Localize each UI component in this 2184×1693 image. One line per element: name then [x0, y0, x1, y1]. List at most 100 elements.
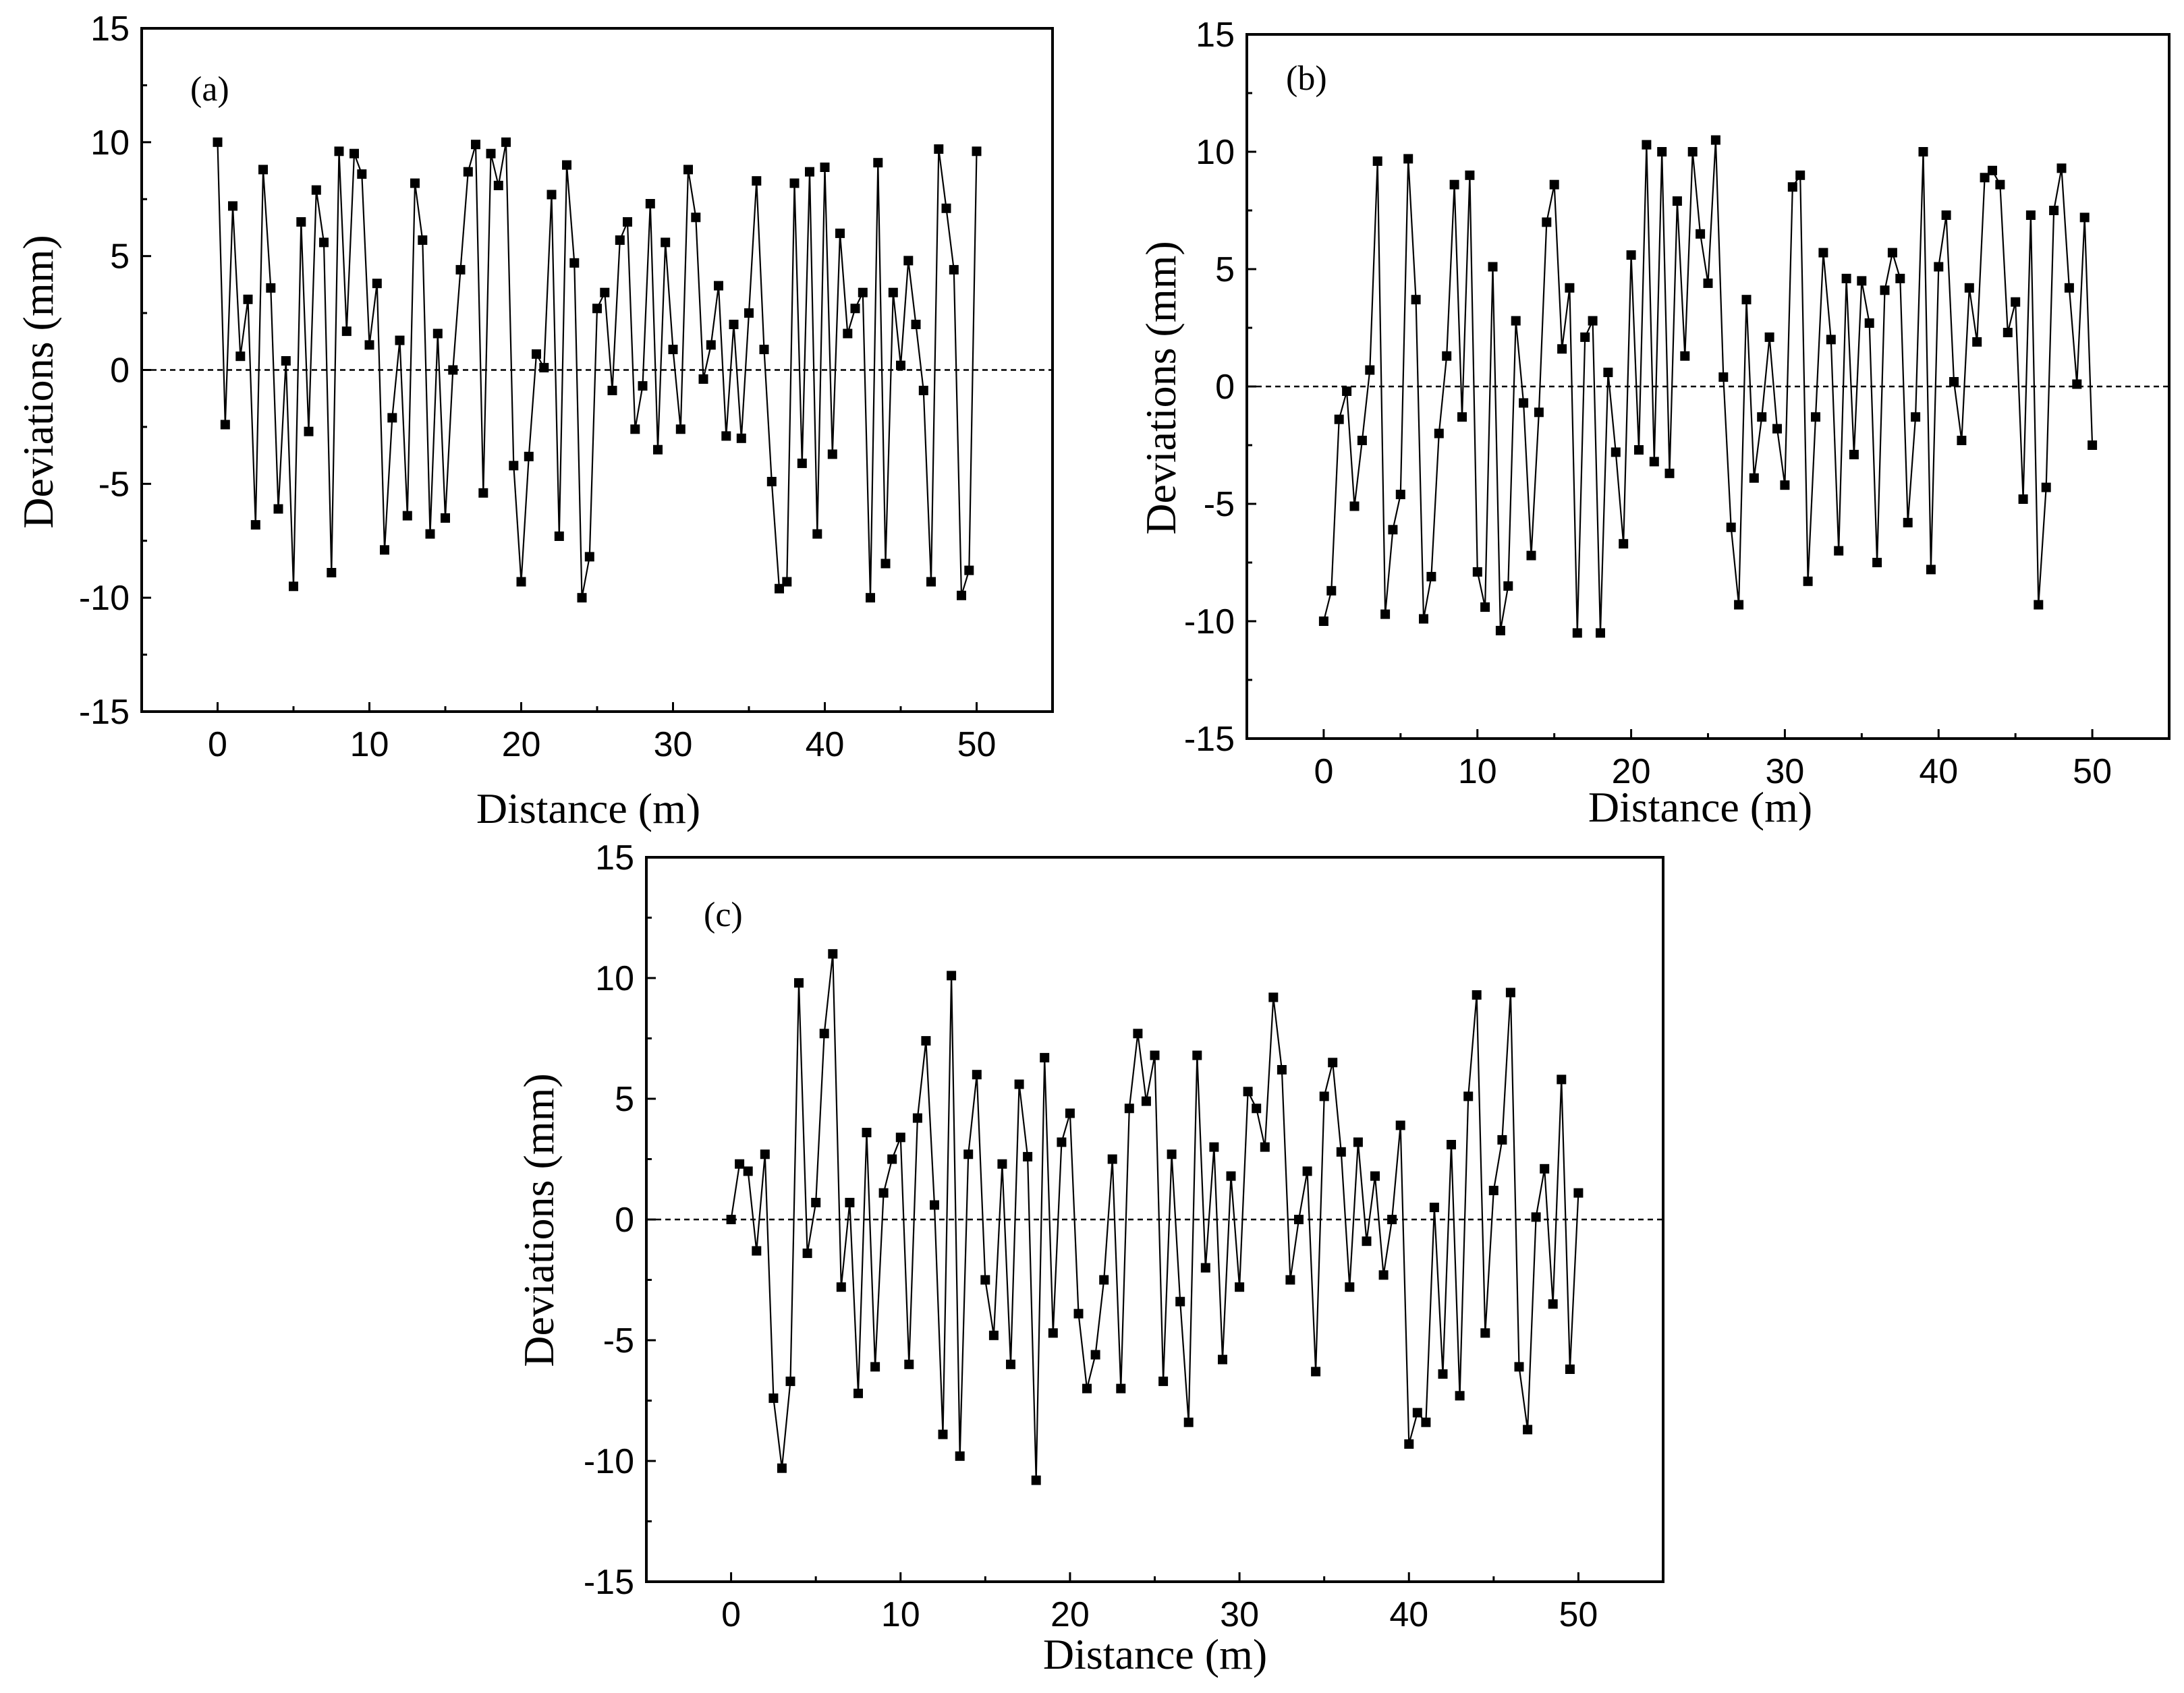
panel-b-ylabel: Deviations (mm): [1137, 241, 1185, 534]
data-point: [615, 235, 625, 245]
data-point: [1318, 616, 1328, 626]
data-point: [862, 1128, 872, 1138]
data-point: [1457, 412, 1467, 422]
data-point: [930, 1200, 939, 1210]
data-point: [1557, 344, 1567, 354]
data-point: [250, 520, 260, 530]
data-point: [1680, 351, 1690, 361]
data-point: [1795, 170, 1805, 180]
data-point: [683, 165, 693, 175]
y-tick-label: 15: [90, 9, 130, 49]
data-point: [1319, 1091, 1329, 1101]
data-point: [395, 335, 405, 345]
x-tick-label: 0: [208, 725, 227, 764]
data-point: [1031, 1475, 1041, 1485]
data-point: [2064, 283, 2074, 293]
y-tick-label: 5: [110, 237, 130, 277]
data-point: [1480, 1328, 1490, 1338]
data-point: [1619, 539, 1629, 549]
data-point: [1463, 1091, 1474, 1101]
data-point: [1495, 625, 1505, 635]
data-point: [1388, 525, 1398, 535]
data-point: [827, 449, 837, 459]
data-point: [623, 217, 632, 227]
data-point: [1442, 351, 1452, 361]
y-tick-label: -10: [1184, 602, 1235, 641]
data-point: [478, 488, 488, 498]
data-point: [1192, 1050, 1202, 1060]
data-point: [1336, 1147, 1346, 1157]
data-point: [903, 256, 914, 266]
data-point: [1426, 571, 1436, 581]
data-point: [1811, 412, 1820, 422]
data-point: [1133, 1029, 1143, 1039]
data-point: [782, 577, 792, 587]
data-point: [1880, 285, 1890, 295]
data-point: [972, 146, 982, 156]
data-point: [698, 374, 708, 384]
data-point: [1718, 372, 1729, 382]
data-point: [220, 420, 230, 430]
data-point: [243, 294, 253, 304]
data-point: [304, 426, 314, 436]
data-point: [768, 1393, 779, 1403]
data-point: [775, 583, 784, 594]
y-tick-label: 10: [1196, 133, 1235, 172]
data-point: [638, 381, 648, 391]
y-tick-label: -15: [584, 1563, 634, 1602]
data-point: [372, 279, 382, 289]
y-tick-label: -15: [1184, 720, 1235, 759]
panel-a-xlabel: Distance (m): [476, 784, 700, 832]
data-point: [1158, 1376, 1169, 1386]
y-tick-label: -10: [584, 1442, 634, 1481]
data-point: [836, 1282, 846, 1292]
data-point: [1841, 273, 1851, 283]
data-point: [1403, 154, 1413, 164]
data-point: [1328, 1058, 1338, 1068]
data-point: [1183, 1417, 1194, 1427]
data-point: [1082, 1383, 1092, 1394]
data-point: [1780, 480, 1790, 490]
data-point: [1980, 173, 1990, 183]
data-point: [463, 167, 473, 177]
panel-b: (b) Distance (m) Deviations (mm) 0 10 20 30…: [1137, 16, 2171, 831]
data-point: [797, 458, 807, 468]
data-point: [736, 433, 746, 443]
data-point: [691, 212, 701, 223]
data-point: [845, 1197, 855, 1207]
y-tick-label: -15: [79, 693, 130, 732]
data-point: [1957, 436, 1967, 445]
data-point: [1988, 165, 1997, 175]
data-point: [1048, 1328, 1058, 1338]
x-tick-label: 10: [881, 1595, 920, 1634]
data-point: [805, 167, 814, 177]
data-point: [1511, 316, 1521, 326]
data-point: [387, 413, 397, 423]
data-point: [1488, 262, 1498, 272]
data-point: [1872, 558, 1882, 567]
data-point: [1294, 1215, 1304, 1224]
data-point: [729, 320, 739, 329]
data-point: [1345, 1282, 1355, 1292]
data-point: [213, 137, 223, 147]
data-point: [1419, 614, 1428, 624]
data-point: [1514, 1362, 1524, 1372]
x-tick-label: 50: [2073, 752, 2112, 791]
data-point: [1505, 987, 1515, 998]
data-point: [1918, 147, 1928, 156]
data-point: [1226, 1171, 1236, 1181]
data-point: [1006, 1359, 1015, 1369]
panel-a-label: (a): [190, 70, 229, 109]
data-point: [539, 363, 549, 373]
data-point: [1672, 196, 1682, 206]
data-point: [1404, 1439, 1414, 1449]
data-point: [418, 235, 428, 245]
data-point: [964, 565, 974, 575]
data-point: [766, 477, 777, 486]
data-point: [592, 304, 602, 314]
data-point: [1175, 1296, 1185, 1307]
data-point: [1772, 424, 1782, 434]
data-point: [562, 160, 571, 170]
data-point: [1124, 1103, 1134, 1114]
data-point: [1642, 140, 1652, 150]
